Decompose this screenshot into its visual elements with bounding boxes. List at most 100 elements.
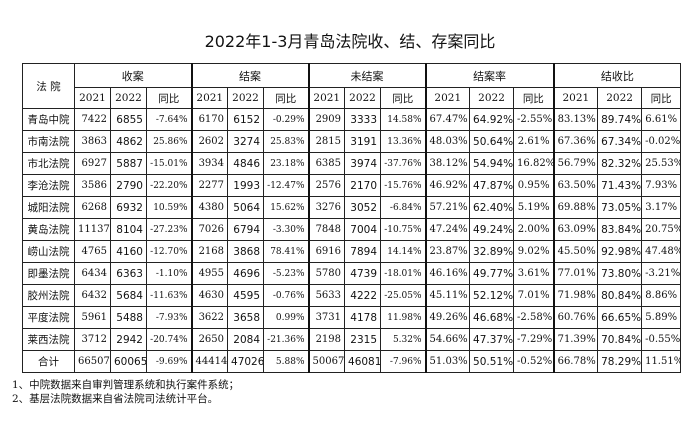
value-cell: 7.93% <box>641 174 682 197</box>
court-name-cell: 合计 <box>22 350 75 373</box>
year-2022-header: 2022 <box>344 87 382 109</box>
value-cell: 6363 <box>110 262 147 285</box>
value-cell: 23.18% <box>263 152 310 175</box>
value-cell: -25.05% <box>380 284 427 307</box>
group-header-close-receive-ratio: 结收比 <box>552 63 682 88</box>
value-cell: 66507 <box>74 350 111 373</box>
year-2021-header: 2021 <box>552 87 599 109</box>
year-2021-header: 2021 <box>74 87 111 109</box>
value-cell: -37.76% <box>380 152 427 175</box>
value-cell: 2277 <box>190 174 229 197</box>
value-cell: -12.47% <box>263 174 310 197</box>
value-cell: 14.58% <box>380 108 427 131</box>
value-cell: 3274 <box>227 130 265 153</box>
value-cell: 71.98% <box>552 284 599 307</box>
group-header-closed: 结案 <box>190 63 310 88</box>
value-cell: 7004 <box>344 218 382 241</box>
value-cell: 45.11% <box>424 284 471 307</box>
value-cell: 92.98% <box>597 240 643 263</box>
value-cell: 2790 <box>110 174 147 197</box>
value-cell: 64.92% <box>469 108 515 131</box>
value-cell: 25.83% <box>263 130 310 153</box>
value-cell: 15.62% <box>263 196 310 219</box>
value-cell: 4696 <box>227 262 265 285</box>
value-cell: 5488 <box>110 306 147 329</box>
value-cell: 2315 <box>344 328 382 351</box>
value-cell: 5064 <box>227 196 265 219</box>
value-cell: 25.53% <box>641 152 682 175</box>
value-cell: 49.26% <box>424 306 471 329</box>
value-cell: 2170 <box>344 174 382 197</box>
year-2022-header: 2022 <box>469 87 515 109</box>
value-cell: 69.88% <box>552 196 599 219</box>
value-cell: 8104 <box>110 218 147 241</box>
value-cell: 3974 <box>344 152 382 175</box>
group-header-received: 收案 <box>73 63 193 88</box>
value-cell: 67.36% <box>552 130 599 153</box>
value-cell: -0.76% <box>263 284 310 307</box>
value-cell: 3658 <box>227 306 265 329</box>
value-cell: 3333 <box>344 108 382 131</box>
value-cell: 80.84% <box>597 284 643 307</box>
value-cell: 50067 <box>307 350 346 373</box>
value-cell: 6855 <box>110 108 147 131</box>
value-cell: -11.63% <box>145 284 193 307</box>
table-row: 崂山法院 4765 4160 -12.70% 2168 3868 78.41% 6916 789… <box>22 240 682 263</box>
court-name-cell: 李沧法院 <box>22 174 75 197</box>
value-cell: 77.01% <box>552 262 599 285</box>
value-cell: 71.39% <box>552 328 599 351</box>
value-cell: -7.96% <box>380 350 427 373</box>
value-cell: 4765 <box>74 240 111 263</box>
value-cell: 11.98% <box>380 306 427 329</box>
value-cell: 5961 <box>74 306 111 329</box>
value-cell: 7026 <box>190 218 229 241</box>
total-row: 合计 66507 60065 -9.69% 44414 47026 5.88% 50067 46… <box>22 350 682 373</box>
value-cell: 0.95% <box>513 174 555 197</box>
value-cell: 47.24% <box>424 218 471 241</box>
value-cell: 32.89% <box>469 240 515 263</box>
court-column-header: 法 院 <box>22 63 75 109</box>
value-cell: 3.17% <box>641 196 682 219</box>
value-cell: 5.19% <box>513 196 555 219</box>
table-row: 即墨法院 6434 6363 -1.10% 4955 4696 -5.23% 5780 4739… <box>22 262 682 285</box>
value-cell: 4160 <box>110 240 147 263</box>
value-cell: 46.68% <box>469 306 515 329</box>
value-cell: 48.03% <box>424 130 471 153</box>
value-cell: -7.93% <box>145 306 193 329</box>
value-cell: 63.09% <box>552 218 599 241</box>
page-title: 2022年1-3月青岛法院收、结、存案同比 <box>204 32 496 51</box>
value-cell: -20.74% <box>145 328 193 351</box>
value-cell: 3586 <box>74 174 111 197</box>
value-cell: 66.78% <box>552 350 599 373</box>
table-row: 平度法院 5961 5488 -7.93% 3622 3658 0.99% 3731 4178 1… <box>22 306 682 329</box>
value-cell: 4222 <box>344 284 382 307</box>
value-cell: 23.87% <box>424 240 471 263</box>
value-cell: 60.76% <box>552 306 599 329</box>
value-cell: 3052 <box>344 196 382 219</box>
value-cell: -7.64% <box>145 108 193 131</box>
value-cell: 83.84% <box>597 218 643 241</box>
value-cell: 3934 <box>190 152 229 175</box>
value-cell: 73.05% <box>597 196 643 219</box>
value-cell: 66.65% <box>597 306 643 329</box>
value-cell: 67.47% <box>424 108 471 131</box>
value-cell: 4178 <box>344 306 382 329</box>
header-row-groups: 法 院 收案 结案 未结案 结案率 结收比 <box>22 63 682 109</box>
value-cell: 50.51% <box>469 350 515 373</box>
value-cell: -1.10% <box>145 262 193 285</box>
value-cell: -18.01% <box>380 262 427 285</box>
value-cell: 6916 <box>307 240 346 263</box>
value-cell: 3712 <box>74 328 111 351</box>
value-cell: 5780 <box>307 262 346 285</box>
value-cell: -12.70% <box>145 240 193 263</box>
value-cell: 1993 <box>227 174 265 197</box>
value-cell: 4380 <box>190 196 229 219</box>
group-header-pending: 未结案 <box>307 63 427 88</box>
footnote-item: 2、基层法院数据来自省法院司法统计平台。 <box>12 393 219 405</box>
value-cell: 3622 <box>190 306 229 329</box>
year-2021-header: 2021 <box>190 87 229 109</box>
value-cell: 63.50% <box>552 174 599 197</box>
value-cell: 45.50% <box>552 240 599 263</box>
value-cell: 6170 <box>190 108 229 131</box>
value-cell: 5633 <box>307 284 346 307</box>
